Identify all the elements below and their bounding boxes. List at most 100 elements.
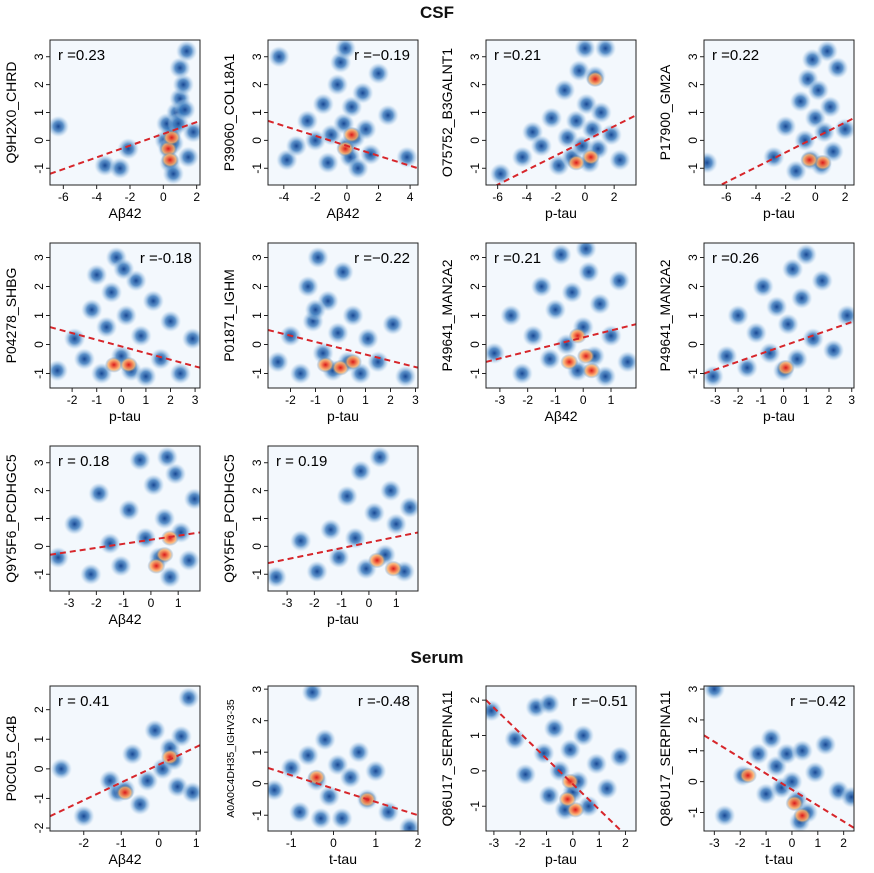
scatter-panel: -3 -2 -1 0 1 2 -1 0 1 2 3 t-tau Q86U17_SERPINA11 r =−… [654, 668, 872, 873]
density-point [289, 362, 312, 385]
x-tick-label: -6 [721, 190, 732, 204]
x-tick-label: 0 [330, 836, 337, 850]
density-hotspot [581, 149, 600, 166]
density-point [585, 752, 608, 775]
x-tick-label: 2 [840, 836, 847, 850]
y-tick-label: 2 [250, 487, 264, 494]
density-point [153, 507, 176, 530]
density-point [129, 793, 151, 816]
y-tick-label: -1 [686, 368, 700, 379]
density-point [590, 101, 613, 124]
density-point [169, 362, 192, 385]
x-tick-label: 3 [848, 393, 855, 407]
y-tick-label: 0 [250, 543, 264, 550]
density-point [704, 365, 725, 388]
density-point [109, 157, 131, 180]
density-point [319, 518, 342, 541]
density-scatter-plot: -1 0 1 2 -1 0 1 2 3 t-tau A0A0C4DH35_IGHV3-35 r =-0… [225, 685, 422, 867]
x-tick-label: 0 [789, 836, 796, 850]
density-point [760, 727, 783, 750]
density-point [342, 304, 364, 327]
x-tick-label: -2 [733, 393, 744, 407]
x-tick-label: -6 [58, 190, 69, 204]
density-point [134, 527, 157, 550]
y-tick-label: 2 [32, 487, 46, 494]
y-axis-label: O75752_B3GALNT1 [439, 48, 455, 177]
density-point [795, 243, 818, 266]
y-tick-label: 0 [32, 543, 46, 550]
density-point [159, 310, 182, 333]
x-tick-label: -2 [735, 836, 746, 850]
y-tick-label: 3 [686, 254, 700, 261]
density-point [382, 313, 404, 336]
density-point [550, 243, 572, 266]
y-tick-label: 0 [686, 778, 700, 785]
y-axis-label: A0A0C4DH35_IGHV3-35 [225, 699, 237, 818]
correlation-label: r =−0.51 [572, 693, 628, 710]
density-point [100, 281, 123, 304]
density-point [159, 566, 181, 589]
density-point [538, 692, 561, 715]
density-point [314, 728, 337, 751]
density-point [339, 766, 362, 789]
x-axis-label: p-tau [109, 408, 141, 424]
x-tick-label: -2 [67, 393, 78, 407]
density-point [608, 148, 631, 171]
density-point [175, 40, 198, 63]
y-tick-label: 2 [686, 716, 700, 723]
density-point [608, 269, 631, 292]
density-point [80, 298, 103, 321]
x-tick-label: -3 [495, 393, 506, 407]
y-tick-label: 3 [250, 254, 264, 261]
density-point [822, 339, 845, 362]
y-tick-label: -2 [32, 822, 46, 833]
scatter-panel: -3 -2 -1 0 1 2 -1 0 1 2 p-tau Q86U17_SERPINA11 r =−0… [436, 668, 654, 873]
density-hotspot [344, 353, 362, 370]
density-hotspot [104, 356, 123, 373]
density-point [572, 724, 595, 747]
plot-frame [49, 685, 201, 832]
density-point [174, 98, 196, 121]
density-point [596, 777, 619, 800]
scatter-panel: -6 -4 -2 0 2 -1 0 1 2 3 p-tau P17900_GM2A r =0.22 [654, 22, 872, 227]
density-hotspot [800, 151, 819, 168]
density-point [704, 151, 718, 174]
y-tick-label: -1 [32, 368, 46, 379]
x-tick-label: 0 [344, 190, 351, 204]
x-tick-label: 1 [814, 836, 821, 850]
density-hotspot [738, 767, 757, 784]
correlation-label: r =0.22 [712, 47, 759, 64]
serum-section-title: Serum [410, 648, 464, 667]
density-point [181, 781, 200, 804]
density-point [357, 327, 379, 350]
y-tick-label: 0 [468, 341, 482, 348]
x-tick-label: -4 [521, 190, 532, 204]
x-tick-label: 0 [582, 190, 589, 204]
x-tick-label: -1 [541, 836, 552, 850]
density-point [178, 549, 200, 572]
regression-line [486, 699, 623, 831]
x-tick-label: -4 [278, 190, 289, 204]
y-tick-label: -1 [468, 163, 482, 174]
density-point [327, 321, 349, 344]
density-point [288, 801, 311, 824]
x-tick-label: 3 [412, 393, 419, 407]
density-point [268, 566, 288, 589]
density-point [144, 719, 166, 742]
y-tick-label: 1 [250, 749, 264, 756]
density-point [136, 769, 159, 792]
density-point [377, 801, 400, 824]
x-tick-label: 1 [143, 393, 150, 407]
density-point [811, 269, 834, 292]
density-point [781, 258, 804, 281]
density-point [142, 290, 165, 312]
regression-line [50, 531, 200, 556]
density-point [600, 123, 623, 146]
density-scatter-plot: -4 -2 0 2 4 -1 0 1 2 3 Aβ42 P39060_COL18A1 r =−0.19 [221, 39, 419, 221]
y-tick-label: 0 [468, 767, 482, 774]
y-axis-label: P04278_SHBG [3, 268, 19, 364]
y-axis-label: Q9Y5F6_PCDHGC5 [221, 454, 237, 583]
density-point [336, 485, 359, 508]
regression-line [50, 119, 200, 175]
y-tick-label: 1 [32, 312, 46, 319]
